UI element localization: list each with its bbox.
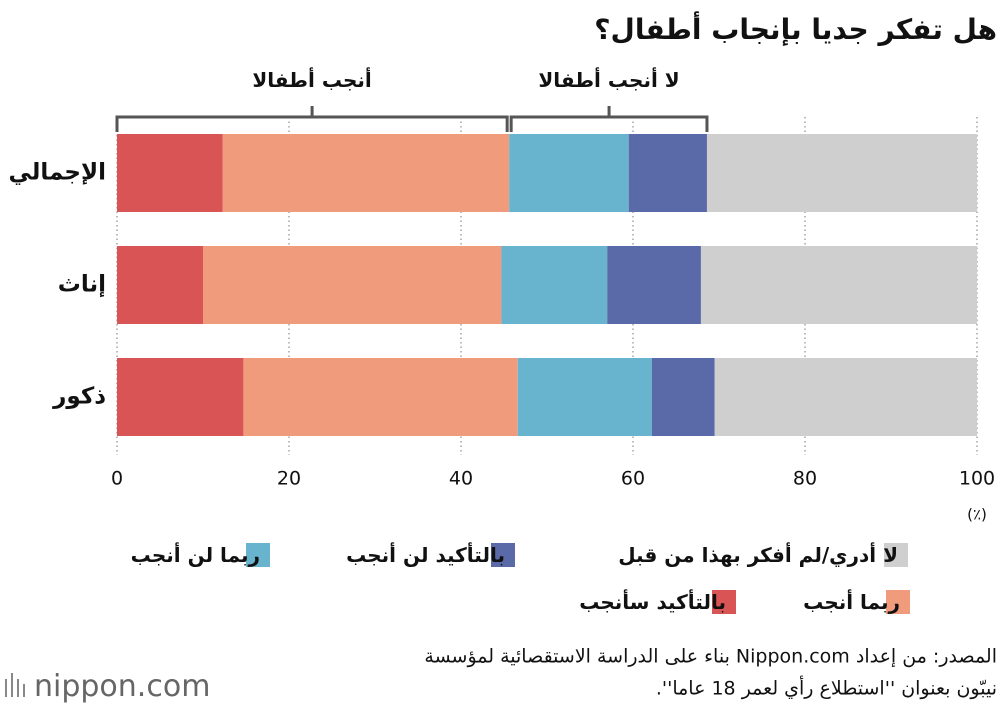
bar-segment	[203, 246, 502, 324]
logo: nippon.com	[34, 669, 211, 704]
bracket-label: لا أنجب أطفالا	[538, 68, 680, 92]
x-tick-label: 20	[277, 468, 301, 490]
x-tick-label: 0	[111, 468, 123, 490]
legend-swatch	[884, 543, 908, 567]
x-tick-label: 100	[959, 468, 995, 490]
bar-segment	[222, 134, 510, 212]
bar-segment	[117, 246, 203, 324]
legend-swatch	[246, 543, 270, 567]
bracket	[509, 106, 709, 132]
bracket	[115, 106, 509, 132]
category-label: الإجمالي	[8, 159, 106, 186]
bar-segment	[700, 246, 977, 324]
bar-segment	[117, 134, 223, 212]
legend-label: بالتأكيد لن أنجب	[346, 543, 505, 567]
bar-segment	[117, 358, 244, 436]
legend-label: لا أدري/لم أفكر بهذا من قبل	[618, 543, 898, 567]
source-text: المصدر: من إعداد Nippon.com بناء على الد…	[424, 645, 997, 668]
bracket-label: أنجب أطفالا	[252, 68, 372, 92]
bar-segment	[651, 358, 715, 436]
bar-segment	[509, 134, 629, 212]
legend-label: بالتأكيد سأنجب	[579, 590, 726, 614]
x-tick-label: 40	[449, 468, 473, 490]
x-tick-label: 80	[793, 468, 817, 490]
source-text: نيبّون بعنوان ''استطلاع رأي لعمر 18 عاما…	[655, 677, 997, 700]
bar-segment	[714, 358, 977, 436]
bar-segment	[243, 358, 518, 436]
bar-segment	[501, 246, 608, 324]
legend-swatch	[491, 543, 515, 567]
legend-swatch	[886, 590, 910, 614]
legend-label: ربما أنجب	[803, 590, 900, 614]
bar-segment	[628, 134, 707, 212]
legend-swatch	[712, 590, 736, 614]
bar-segment	[517, 358, 652, 436]
x-tick-label: 60	[621, 468, 645, 490]
legend-label: ربما لن أنجب	[130, 543, 260, 567]
bar-segment	[706, 134, 977, 212]
x-unit: (٪)	[967, 506, 987, 524]
chart-title: هل تفكر جديا بإنجاب أطفال؟	[594, 13, 997, 46]
category-label: ذكور	[53, 383, 106, 410]
bar-segment	[607, 246, 701, 324]
category-label: إناث	[57, 271, 106, 298]
